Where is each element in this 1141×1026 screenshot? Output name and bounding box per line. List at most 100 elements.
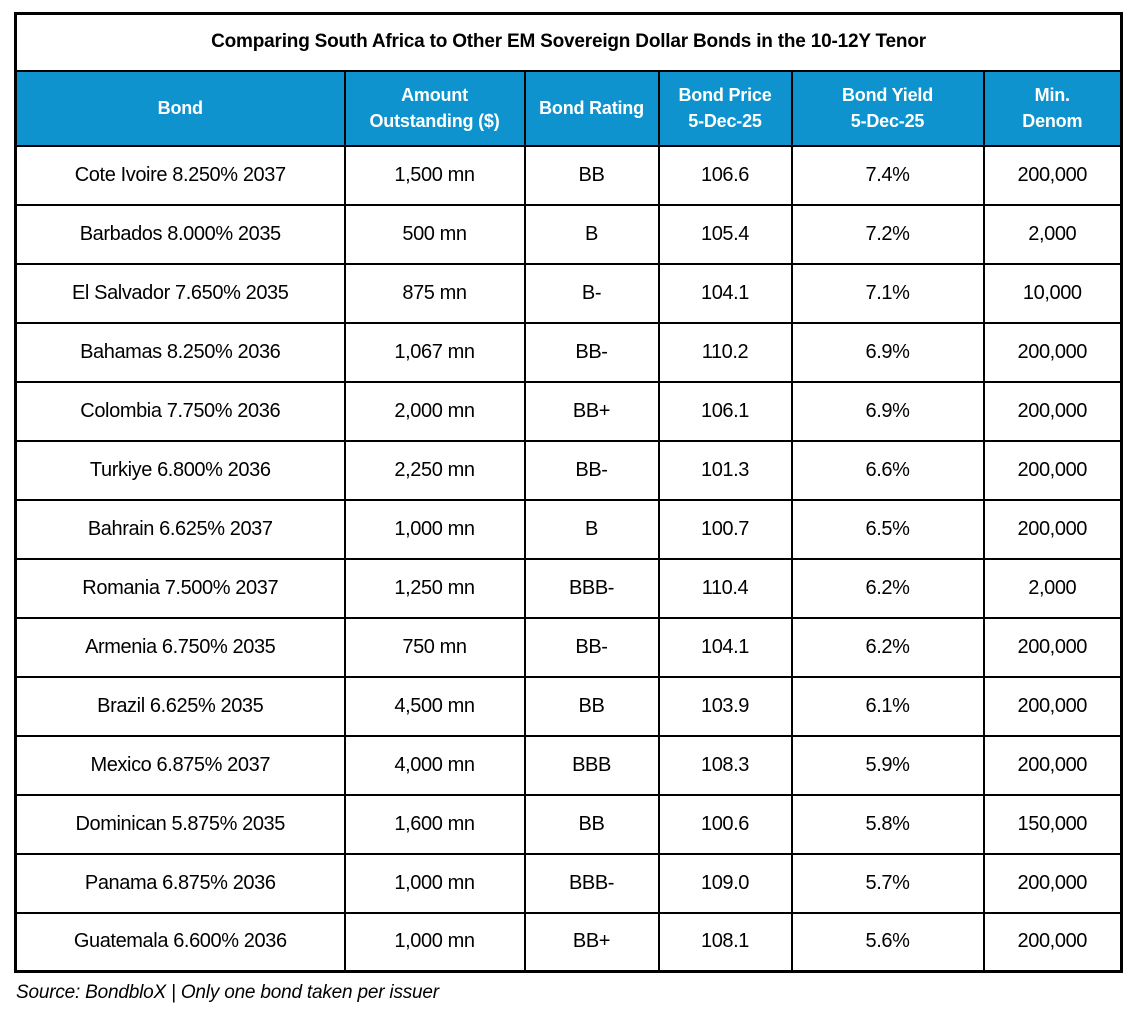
table-cell: Dominican 5.875% 2035 — [14, 793, 346, 855]
column-header-row: Bond Amount Outstanding ($) Bond Rating Bon… — [14, 69, 1123, 147]
table-cell: 4,000 mn — [343, 734, 526, 796]
table-cell: 103.9 — [657, 675, 793, 737]
table-cell: 1,250 mn — [343, 557, 526, 619]
table-row: Cote Ivoire 8.250% 2037 1,500 mn BB 106.6 7.… — [14, 144, 1123, 206]
table-cell: 110.2 — [657, 321, 793, 383]
table-cell: 6.9% — [790, 321, 985, 383]
bond-comparison-table: Comparing South Africa to Other EM Sover… — [14, 12, 1124, 973]
column-header-2: Bond Rating — [523, 69, 660, 147]
table-cell: Turkiye 6.800% 2036 — [14, 439, 346, 501]
table-cell: 500 mn — [343, 203, 526, 265]
table-cell: Colombia 7.750% 2036 — [14, 380, 346, 442]
table-row: Dominican 5.875% 2035 1,600 mn BB 100.6 5.8%… — [14, 793, 1123, 855]
table-cell: 7.2% — [790, 203, 985, 265]
table-cell: Romania 7.500% 2037 — [14, 557, 346, 619]
table-cell: BB+ — [523, 380, 660, 442]
table-cell: 4,500 mn — [343, 675, 526, 737]
table-cell: Barbados 8.000% 2035 — [14, 203, 346, 265]
table-row: Armenia 6.750% 2035 750 mn BB- 104.1 6.2% 200… — [14, 616, 1123, 678]
table-cell: 1,500 mn — [343, 144, 526, 206]
table-cell: Bahamas 8.250% 2036 — [14, 321, 346, 383]
table-cell: 200,000 — [982, 380, 1123, 442]
table-cell: 200,000 — [982, 852, 1123, 914]
table-row: Bahamas 8.250% 2036 1,067 mn BB- 110.2 6.9% 2… — [14, 321, 1123, 383]
table-row: Panama 6.875% 2036 1,000 mn BBB- 109.0 5.7% 2… — [14, 852, 1123, 914]
table-cell: BBB- — [523, 557, 660, 619]
table-cell: B- — [523, 262, 660, 324]
table-cell: 109.0 — [657, 852, 793, 914]
table-cell: 101.3 — [657, 439, 793, 501]
table-cell: 1,600 mn — [343, 793, 526, 855]
table-cell: BB — [523, 793, 660, 855]
table-cell: 6.9% — [790, 380, 985, 442]
table-cell: 200,000 — [982, 911, 1123, 973]
table-row: Romania 7.500% 2037 1,250 mn BBB- 110.4 6.2%… — [14, 557, 1123, 619]
table-cell: 108.3 — [657, 734, 793, 796]
column-header-5: Min. Denom — [982, 69, 1123, 147]
table-cell: 6.6% — [790, 439, 985, 501]
table-cell: 106.6 — [657, 144, 793, 206]
column-header-3: Bond Price 5-Dec-25 — [657, 69, 793, 147]
table-row: Guatemala 6.600% 2036 1,000 mn BB+ 108.1 5.6… — [14, 911, 1123, 973]
table-cell: Brazil 6.625% 2035 — [14, 675, 346, 737]
table-cell: 200,000 — [982, 675, 1123, 737]
table-cell: B — [523, 498, 660, 560]
table-cell: 5.6% — [790, 911, 985, 973]
table-row: El Salvador 7.650% 2035 875 mn B- 104.1 7.1%… — [14, 262, 1123, 324]
table-cell: 5.7% — [790, 852, 985, 914]
table-title: Comparing South Africa to Other EM Sover… — [14, 12, 1123, 72]
table-cell: 110.4 — [657, 557, 793, 619]
table-cell: Armenia 6.750% 2035 — [14, 616, 346, 678]
table-cell: 200,000 — [982, 616, 1123, 678]
source-note: Source: BondbloX | Only one bond taken p… — [16, 982, 439, 1003]
table-cell: 200,000 — [982, 498, 1123, 560]
table-cell: Guatemala 6.600% 2036 — [14, 911, 346, 973]
table-cell: 200,000 — [982, 439, 1123, 501]
table-cell: 2,250 mn — [343, 439, 526, 501]
table-cell: Cote Ivoire 8.250% 2037 — [14, 144, 346, 206]
table-body: Cote Ivoire 8.250% 2037 1,500 mn BB 106.6 7.… — [14, 144, 1123, 973]
table-cell: 200,000 — [982, 321, 1123, 383]
table-cell: El Salvador 7.650% 2035 — [14, 262, 346, 324]
table-cell: Mexico 6.875% 2037 — [14, 734, 346, 796]
table-cell: BB- — [523, 439, 660, 501]
table-cell: BBB — [523, 734, 660, 796]
table-cell: B — [523, 203, 660, 265]
table-cell: 100.6 — [657, 793, 793, 855]
table-cell: 1,067 mn — [343, 321, 526, 383]
table-row: Bahrain 6.625% 2037 1,000 mn B 100.7 6.5% 200… — [14, 498, 1123, 560]
table-cell: 7.1% — [790, 262, 985, 324]
table-cell: 2,000 — [982, 557, 1123, 619]
table-cell: 6.2% — [790, 616, 985, 678]
table-row: Colombia 7.750% 2036 2,000 mn BB+ 106.1 6.9%… — [14, 380, 1123, 442]
column-header-1: Amount Outstanding ($) — [343, 69, 526, 147]
table-cell: 200,000 — [982, 144, 1123, 206]
table-cell: 100.7 — [657, 498, 793, 560]
table-cell: 2,000 mn — [343, 380, 526, 442]
table-cell: Panama 6.875% 2036 — [14, 852, 346, 914]
table-row: Turkiye 6.800% 2036 2,250 mn BB- 101.3 6.6% 2… — [14, 439, 1123, 501]
table-cell: 104.1 — [657, 616, 793, 678]
table-cell: 106.1 — [657, 380, 793, 442]
table-cell: 1,000 mn — [343, 911, 526, 973]
table-cell: 7.4% — [790, 144, 985, 206]
table-cell: 6.5% — [790, 498, 985, 560]
table-cell: 150,000 — [982, 793, 1123, 855]
table-cell: 104.1 — [657, 262, 793, 324]
table-cell: 5.9% — [790, 734, 985, 796]
table-cell: BB+ — [523, 911, 660, 973]
table-cell: 6.2% — [790, 557, 985, 619]
table-cell: 6.1% — [790, 675, 985, 737]
table-cell: 750 mn — [343, 616, 526, 678]
table-cell: 108.1 — [657, 911, 793, 973]
table-cell: 2,000 — [982, 203, 1123, 265]
title-row: Comparing South Africa to Other EM Sover… — [14, 12, 1123, 72]
table-cell: BB- — [523, 616, 660, 678]
table-cell: 1,000 mn — [343, 498, 526, 560]
table-cell: 5.8% — [790, 793, 985, 855]
table-cell: 875 mn — [343, 262, 526, 324]
table-cell: BB — [523, 144, 660, 206]
table-cell: 10,000 — [982, 262, 1123, 324]
table-row: Mexico 6.875% 2037 4,000 mn BBB 108.3 5.9% 20… — [14, 734, 1123, 796]
